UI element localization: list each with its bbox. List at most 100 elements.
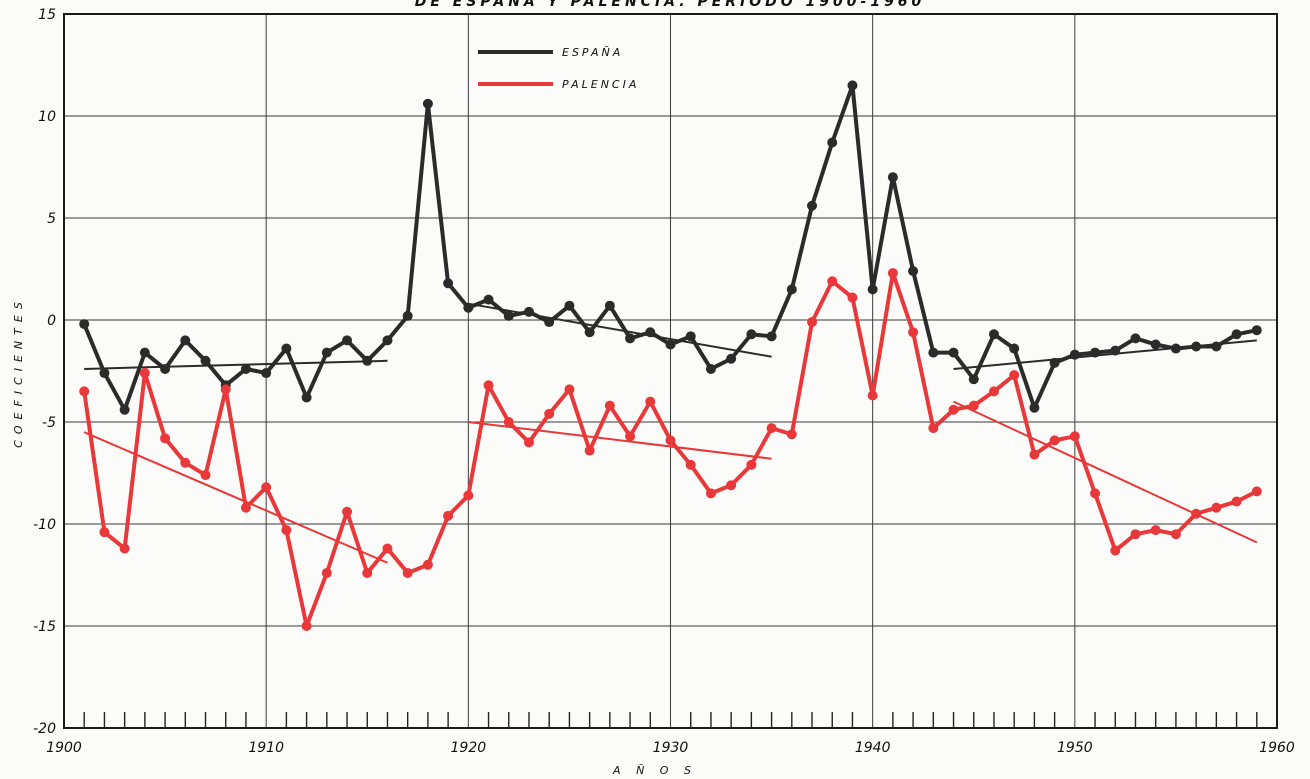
data-point-espana xyxy=(261,368,272,379)
data-point-espana xyxy=(544,317,555,328)
data-point-espana xyxy=(119,404,130,415)
data-point-espana xyxy=(1069,349,1080,360)
data-point-espana xyxy=(1191,341,1202,352)
data-point-espana xyxy=(180,335,191,346)
data-point-palencia xyxy=(685,459,696,470)
data-point-palencia xyxy=(463,490,474,501)
data-point-palencia xyxy=(867,390,878,401)
trendline-españa xyxy=(84,359,388,370)
data-point-espana xyxy=(625,333,636,344)
data-point-palencia xyxy=(827,276,838,287)
trendline-palencia xyxy=(468,421,772,460)
data-point-espana xyxy=(139,347,150,358)
data-point-palencia xyxy=(1150,525,1161,536)
x-tick-label: 1900 xyxy=(46,740,82,756)
data-point-palencia xyxy=(301,621,312,631)
data-point-palencia xyxy=(1009,370,1020,381)
x-axis: 1900 1910 1920 1930 1940 1950 1960 xyxy=(46,740,1295,756)
data-point-palencia xyxy=(1251,486,1262,497)
data-point-espana xyxy=(301,392,312,403)
data-point-palencia xyxy=(119,543,130,554)
data-point-palencia xyxy=(726,480,737,491)
data-point-palencia xyxy=(645,396,656,407)
data-point-palencia xyxy=(766,423,777,434)
x-tick-label: 1950 xyxy=(1057,740,1093,756)
data-point-espana xyxy=(645,327,656,338)
data-point-espana xyxy=(362,355,373,366)
data-point-espana xyxy=(746,329,757,340)
data-point-espana xyxy=(200,355,211,366)
data-point-espana xyxy=(564,300,575,311)
y-tick-label: 15 xyxy=(38,7,56,23)
data-point-espana xyxy=(847,80,858,91)
data-point-espana xyxy=(483,294,494,305)
data-point-palencia xyxy=(1231,496,1242,507)
data-point-espana xyxy=(584,327,595,338)
data-point-palencia xyxy=(988,386,999,397)
y-tick-label: -20 xyxy=(33,721,56,737)
data-point-palencia xyxy=(908,327,919,338)
data-point-espana xyxy=(422,98,433,109)
data-point-palencia xyxy=(443,510,454,521)
data-point-espana xyxy=(887,172,898,183)
data-point-espana xyxy=(1090,347,1101,358)
data-point-espana xyxy=(342,335,353,346)
data-point-palencia xyxy=(79,386,90,397)
data-point-palencia xyxy=(625,431,636,442)
x-tick-label: 1940 xyxy=(855,740,891,756)
data-point-palencia xyxy=(342,506,353,517)
data-point-espana xyxy=(928,347,939,358)
trendline-españa xyxy=(468,302,772,358)
x-tick-label: 1910 xyxy=(248,740,284,756)
data-point-palencia xyxy=(483,380,494,391)
data-point-palencia xyxy=(261,482,272,493)
data-point-palencia xyxy=(240,502,251,513)
data-point-palencia xyxy=(160,433,171,444)
data-point-espana xyxy=(665,339,676,350)
data-point-espana xyxy=(503,310,514,321)
data-point-espana xyxy=(908,266,919,277)
legend-label: PALENCIA xyxy=(562,78,639,91)
x-tick-label: 1960 xyxy=(1259,740,1295,756)
data-point-palencia xyxy=(887,268,898,279)
data-point-palencia xyxy=(807,317,818,328)
data-point-palencia xyxy=(604,400,615,411)
data-point-palencia xyxy=(180,457,191,468)
data-point-espana xyxy=(1029,402,1040,413)
data-point-espana xyxy=(321,347,332,358)
data-point-espana xyxy=(402,310,413,321)
data-point-palencia xyxy=(503,417,514,427)
data-point-espana xyxy=(443,278,454,289)
data-point-palencia xyxy=(523,437,534,448)
data-point-espana xyxy=(705,363,716,374)
data-point-espana xyxy=(281,343,292,354)
data-point-palencia xyxy=(1029,449,1040,460)
data-point-palencia xyxy=(1110,545,1121,556)
y-tick-label: -5 xyxy=(42,415,56,431)
data-series xyxy=(79,80,1262,631)
data-point-espana xyxy=(240,363,251,374)
data-point-espana xyxy=(1170,343,1181,354)
data-point-espana xyxy=(463,302,474,313)
data-point-espana xyxy=(1231,329,1242,340)
data-point-palencia xyxy=(1191,508,1202,519)
data-point-palencia xyxy=(847,292,858,303)
data-point-palencia xyxy=(705,488,716,499)
data-point-palencia xyxy=(544,408,555,419)
x-tick-label: 1920 xyxy=(451,740,487,756)
data-point-espana xyxy=(726,353,737,364)
data-point-espana xyxy=(1110,345,1121,356)
x-tick-label: 1930 xyxy=(653,740,689,756)
data-point-palencia xyxy=(99,527,110,538)
trendline-palencia xyxy=(953,400,1258,544)
data-point-espana xyxy=(827,137,838,148)
plot-frame xyxy=(63,13,1278,729)
y-tick-label: 0 xyxy=(47,313,56,329)
legend-label: ESPAÑA xyxy=(562,46,623,59)
data-point-palencia xyxy=(665,435,676,446)
data-point-espana xyxy=(523,306,534,317)
x-minor-ticks xyxy=(83,712,1258,728)
data-point-palencia xyxy=(281,525,292,536)
data-point-espana xyxy=(382,335,393,346)
